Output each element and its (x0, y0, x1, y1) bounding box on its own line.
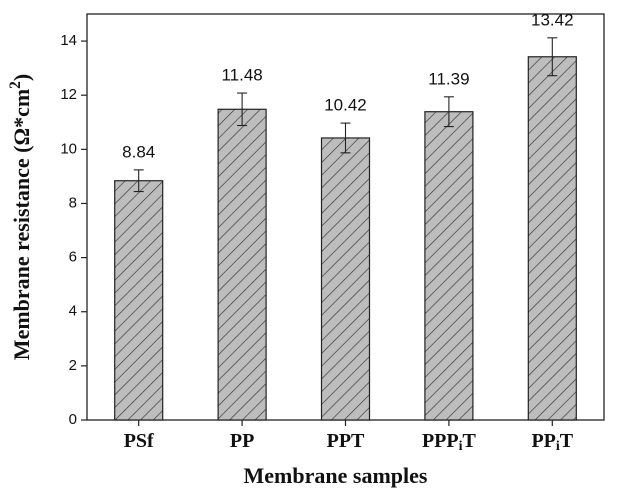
bar (114, 180, 164, 421)
x-axis-label: Membrane samples (244, 463, 428, 488)
x-tick-label-part: PSf (124, 430, 154, 452)
x-tick-label-part: PP (230, 430, 254, 452)
x-tick-label-part: i (556, 439, 560, 454)
x-tick-label-part: PPT (327, 430, 365, 452)
x-tick-label: PPiT (531, 430, 573, 455)
x-tick-label: PSf (124, 430, 154, 452)
bar (217, 108, 267, 421)
x-tick-label: PPT (327, 430, 365, 452)
y-tick-label: 10 (60, 140, 77, 157)
x-tick-label: PPPiT (422, 430, 477, 455)
value-label: 13.42 (531, 10, 574, 29)
y-axis-label-part: 2 (7, 81, 24, 89)
value-label: 10.42 (324, 96, 367, 115)
value-label: 11.48 (221, 66, 262, 85)
y-axis-label-part: Membrane resistance (Ω*cm (9, 89, 34, 360)
y-tick-label: 4 (69, 303, 77, 320)
x-tick-label-part: PP (531, 430, 555, 452)
y-tick-label: 8 (69, 194, 77, 211)
bar (320, 137, 371, 421)
y-axis-label-part: ) (9, 74, 34, 81)
value-label: 11.39 (428, 69, 469, 88)
x-tick-label-part: i (459, 439, 463, 454)
bar (424, 111, 474, 421)
x-tick-label-part: T (463, 430, 477, 452)
y-tick-label: 0 (69, 411, 77, 428)
value-label: 8.84 (122, 142, 155, 161)
y-tick-label: 14 (60, 32, 77, 49)
x-tick-label-part: T (560, 430, 574, 452)
y-axis-label: Membrane resistance (Ω*cm2) (7, 74, 35, 360)
y-tick-label: 6 (69, 249, 77, 266)
bar (527, 56, 577, 421)
y-tick-label: 12 (60, 86, 77, 103)
y-tick-label: 2 (69, 357, 77, 374)
x-tick-label-part: PPP (422, 430, 459, 452)
x-tick-label: PP (230, 430, 254, 452)
